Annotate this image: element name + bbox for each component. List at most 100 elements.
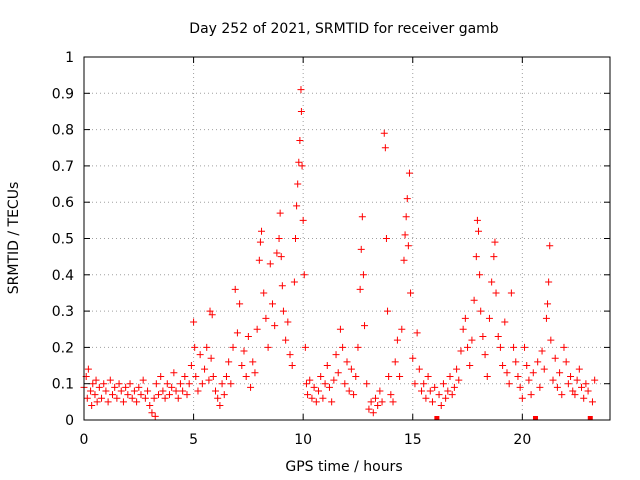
- data-point: [294, 180, 302, 188]
- data-point: [295, 158, 303, 166]
- y-tick-label: 0.4: [52, 268, 74, 284]
- data-point: [418, 387, 426, 395]
- data-point: [293, 202, 301, 210]
- data-point: [325, 383, 333, 391]
- data-point: [206, 307, 214, 315]
- data-point: [391, 358, 399, 366]
- y-tick-label: 0.7: [52, 159, 74, 175]
- data-point: [477, 307, 485, 315]
- data-point: [159, 387, 167, 395]
- data-point: [208, 311, 216, 319]
- data-point: [161, 394, 169, 402]
- data-point: [271, 322, 279, 330]
- data-point: [191, 343, 199, 351]
- data-point: [256, 238, 264, 246]
- data-point: [510, 343, 518, 351]
- data-point: [91, 391, 99, 399]
- y-tick-label: 0.6: [52, 195, 74, 211]
- data-point: [205, 376, 213, 384]
- data-point: [170, 369, 178, 377]
- data-point: [222, 372, 230, 380]
- data-point: [545, 278, 553, 286]
- data-point: [371, 394, 379, 402]
- data-point: [218, 380, 226, 388]
- data-point: [144, 387, 152, 395]
- data-point: [229, 343, 237, 351]
- data-point: [475, 227, 482, 235]
- data-point: [571, 391, 579, 399]
- data-point: [352, 372, 360, 380]
- data-point: [111, 383, 119, 391]
- data-point: [233, 329, 241, 337]
- data-point: [580, 394, 588, 402]
- data-point: [130, 387, 138, 395]
- data-point: [214, 394, 222, 402]
- data-point: [220, 391, 228, 399]
- data-point: [473, 216, 481, 224]
- data-point: [334, 369, 342, 377]
- chart-title: Day 252 of 2021, SRMTID for receiver gam…: [189, 21, 499, 37]
- data-point: [558, 391, 566, 399]
- data-point: [192, 372, 200, 380]
- data-point: [87, 387, 95, 395]
- data-point: [422, 394, 430, 402]
- data-point: [299, 216, 307, 224]
- data-point: [575, 365, 583, 373]
- data-point: [499, 362, 507, 370]
- data-point: [529, 369, 537, 377]
- data-point: [501, 318, 509, 326]
- data-point: [122, 383, 130, 391]
- data-point: [190, 318, 198, 326]
- data-point: [350, 391, 358, 399]
- data-point: [304, 391, 312, 399]
- plot-frame: [83, 56, 611, 421]
- data-point: [104, 398, 112, 406]
- data-point: [569, 387, 577, 395]
- data-point: [413, 329, 421, 337]
- data-point: [461, 314, 469, 322]
- data-point: [242, 372, 250, 380]
- data-point: [141, 394, 149, 402]
- data-point: [446, 372, 454, 380]
- data-point: [503, 369, 511, 377]
- data-point: [384, 307, 392, 315]
- data-point: [588, 398, 596, 406]
- data-point: [551, 354, 559, 362]
- data-point: [363, 380, 371, 388]
- data-point: [415, 365, 423, 373]
- data-point: [536, 383, 544, 391]
- data-point: [505, 380, 513, 388]
- data-point: [181, 372, 189, 380]
- data-point: [367, 398, 375, 406]
- data-point: [330, 376, 338, 384]
- data-point: [150, 394, 158, 402]
- data-point: [297, 107, 305, 115]
- data-point: [393, 336, 401, 344]
- data-point: [83, 394, 91, 402]
- y-tick-label: 0.2: [52, 340, 74, 356]
- data-point: [201, 365, 209, 373]
- data-point: [207, 354, 215, 362]
- data-point: [439, 380, 447, 388]
- data-point: [573, 376, 581, 384]
- data-point: [108, 391, 116, 399]
- data-point: [113, 394, 121, 402]
- data-point: [288, 362, 296, 370]
- data-point: [437, 401, 445, 409]
- data-point: [359, 271, 367, 279]
- data-point: [369, 409, 377, 417]
- data-point: [387, 391, 395, 399]
- gap-marker: [434, 416, 440, 420]
- data-point: [442, 394, 450, 402]
- y-tick-label: 0.1: [52, 377, 74, 393]
- data-point: [381, 144, 389, 152]
- y-tick-label: 0.8: [52, 123, 74, 139]
- data-point: [490, 253, 498, 261]
- data-point: [93, 398, 101, 406]
- data-point: [374, 401, 382, 409]
- data-point: [411, 380, 419, 388]
- data-point: [512, 358, 520, 366]
- data-point: [409, 354, 417, 362]
- data-point: [284, 318, 292, 326]
- data-point: [300, 271, 308, 279]
